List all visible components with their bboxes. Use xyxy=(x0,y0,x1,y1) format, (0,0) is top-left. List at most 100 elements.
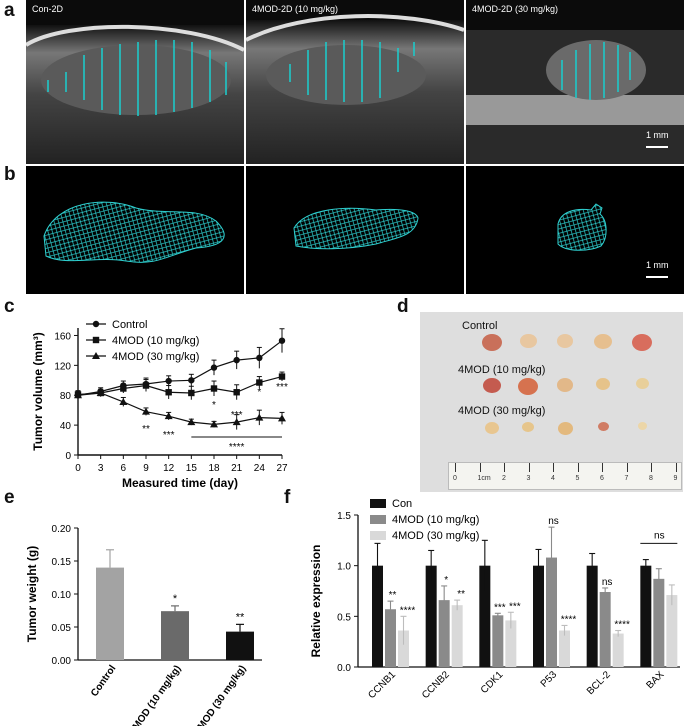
data-point xyxy=(256,379,263,386)
tumor-specimen xyxy=(518,378,538,395)
ultrasound-graphic xyxy=(26,24,244,164)
tumor-specimen xyxy=(557,334,573,348)
legend-label: 4MOD (30 mg/kg) xyxy=(392,530,479,542)
bar xyxy=(533,565,544,667)
significance-marker: * xyxy=(173,593,178,605)
bar xyxy=(451,605,463,667)
tumor-specimen xyxy=(485,422,499,434)
tumor-specimen xyxy=(596,378,610,390)
bar xyxy=(372,565,383,667)
x-tick-label: 0 xyxy=(75,463,81,474)
bar xyxy=(640,565,652,667)
bar xyxy=(559,630,570,667)
ruler-tick xyxy=(577,463,579,472)
tumor-specimen xyxy=(594,334,612,350)
legend-label: 4MOD (10 mg/kg) xyxy=(112,335,199,347)
data-point xyxy=(165,389,172,396)
x-tick-label: BAX xyxy=(645,669,667,691)
x-tick-label: CDK1 xyxy=(479,669,506,696)
panel-letter-b: b xyxy=(4,164,16,185)
significance-marker: * xyxy=(257,387,261,398)
y-tick-label: 120 xyxy=(54,361,71,372)
reconstruction-30mg: 1 mm xyxy=(466,166,684,294)
significance-marker: ** xyxy=(142,424,150,435)
x-tick-label: 4MOD (10 mg/kg) xyxy=(128,663,184,726)
y-tick-label: 1.0 xyxy=(337,562,351,573)
bar xyxy=(546,557,557,667)
panel-letter-e: e xyxy=(4,487,15,508)
ultrasound-graphic xyxy=(246,14,464,164)
ultrasound-label: 4MOD-2D (30 mg/kg) xyxy=(472,4,559,14)
data-point xyxy=(96,388,105,396)
tumor-specimen xyxy=(557,422,573,435)
y-tick-label: 80 xyxy=(60,391,72,402)
series-line xyxy=(77,375,283,396)
significance-marker: *** xyxy=(163,430,175,441)
x-tick-label: 6 xyxy=(121,463,127,474)
x-axis-title: Measured time (day) xyxy=(122,476,238,490)
ruler-tick xyxy=(675,463,677,472)
wireframe-graphic xyxy=(557,203,607,251)
x-tick-label: Control xyxy=(89,663,119,699)
ruler-mark-label: 8 xyxy=(649,475,653,482)
ruler-tick xyxy=(602,463,603,472)
ruler-tick xyxy=(504,463,505,472)
significance-marker: *** xyxy=(494,602,506,613)
scale-bar xyxy=(646,276,668,278)
legend-swatch xyxy=(370,531,386,540)
bar xyxy=(505,620,517,667)
data-point xyxy=(188,389,195,397)
data-point xyxy=(256,354,263,362)
tumor-specimen xyxy=(522,422,534,433)
legend-label: Control xyxy=(112,319,147,331)
data-point xyxy=(210,420,218,428)
x-tick-label: 9 xyxy=(143,463,149,474)
significance-marker: ns xyxy=(548,516,559,527)
significance-marker: **** xyxy=(400,605,416,616)
ultrasound-image-control: Con-2D xyxy=(26,0,244,164)
ruler-mark-label: 5 xyxy=(575,475,580,482)
data-point xyxy=(142,382,150,389)
tumor-specimen xyxy=(637,422,647,430)
tumor-photograph: Control 4MOD (10 mg/kg) 4MOD (30 mg/kg) … xyxy=(420,312,683,492)
tumor-weight-bar-chart: 0.00 0.05 0.10 0.15 0.20 Tumor weight (g) Cont… xyxy=(25,524,262,726)
ultrasound-image-30mg: 4MOD-2D (30 mg/kg) 1 mm xyxy=(466,0,684,164)
y-tick-label: 160 xyxy=(54,331,71,342)
x-tick-label: 3 xyxy=(98,463,104,474)
panel-letter-c: c xyxy=(4,296,15,317)
data-point xyxy=(142,407,150,415)
data-point xyxy=(210,364,218,371)
tumor-specimen xyxy=(482,334,502,351)
tumor-specimen xyxy=(632,334,652,351)
data-point xyxy=(233,389,240,396)
legend-swatch xyxy=(370,499,386,508)
ruler-mark-label: 3 xyxy=(526,475,531,482)
significance-marker: * xyxy=(212,400,216,411)
bar xyxy=(96,567,124,660)
data-point xyxy=(92,336,100,344)
significance-marker: ** xyxy=(389,590,397,601)
bar xyxy=(586,565,598,667)
significance-marker: **** xyxy=(229,442,245,453)
ultrasound-image-10mg: 4MOD-2D (10 mg/kg) xyxy=(246,0,464,164)
x-tick-label: CCNB1 xyxy=(366,669,398,701)
data-point xyxy=(188,377,195,384)
data-point xyxy=(165,377,172,385)
ultrasound-label: 4MOD-2D (10 mg/kg) xyxy=(252,4,339,14)
scale-bar-label: 1 mm xyxy=(646,130,669,140)
significance-marker: *** xyxy=(231,410,243,421)
ruler-mark-label: 1cm xyxy=(477,475,491,482)
bar xyxy=(226,631,254,660)
y-tick-label: 0.0 xyxy=(337,663,351,674)
panel-letter-d: d xyxy=(397,296,409,317)
bar xyxy=(385,609,396,667)
significance-marker: **** xyxy=(561,614,577,625)
data-point xyxy=(255,413,264,421)
tumor-specimen xyxy=(597,422,609,432)
scale-bar xyxy=(646,146,668,148)
panel-letter-f: f xyxy=(284,487,291,508)
x-tick-label: 4MOD (30 mg/kg) xyxy=(193,663,249,726)
data-point xyxy=(278,337,286,344)
y-tick-label: 1.5 xyxy=(337,511,351,522)
